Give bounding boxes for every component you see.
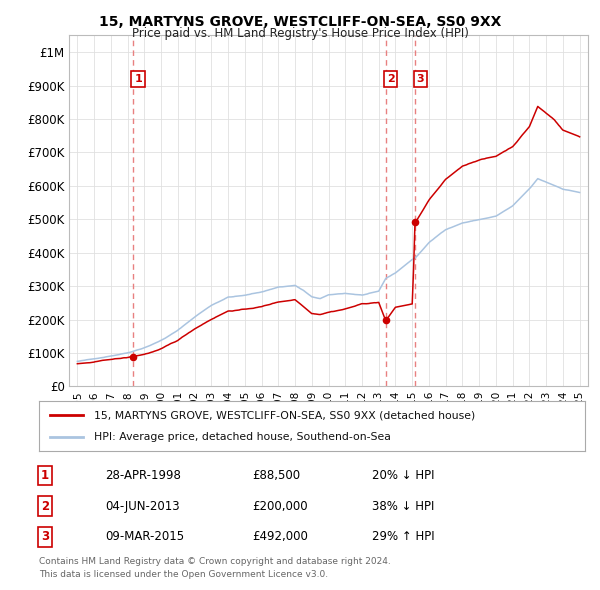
Text: This data is licensed under the Open Government Licence v3.0.: This data is licensed under the Open Gov…: [39, 571, 328, 579]
Text: £200,000: £200,000: [252, 500, 308, 513]
Text: 3: 3: [416, 74, 424, 84]
Text: 1: 1: [134, 74, 142, 84]
Text: 2: 2: [41, 500, 49, 513]
Text: 38% ↓ HPI: 38% ↓ HPI: [372, 500, 434, 513]
Text: £88,500: £88,500: [252, 469, 300, 482]
Text: 2: 2: [387, 74, 395, 84]
Text: 09-MAR-2015: 09-MAR-2015: [105, 530, 184, 543]
Text: 20% ↓ HPI: 20% ↓ HPI: [372, 469, 434, 482]
Text: £492,000: £492,000: [252, 530, 308, 543]
Text: 15, MARTYNS GROVE, WESTCLIFF-ON-SEA, SS0 9XX: 15, MARTYNS GROVE, WESTCLIFF-ON-SEA, SS0…: [99, 15, 501, 29]
Text: Contains HM Land Registry data © Crown copyright and database right 2024.: Contains HM Land Registry data © Crown c…: [39, 558, 391, 566]
Text: HPI: Average price, detached house, Southend-on-Sea: HPI: Average price, detached house, Sout…: [94, 432, 391, 442]
Text: 1: 1: [41, 469, 49, 482]
Text: 28-APR-1998: 28-APR-1998: [105, 469, 181, 482]
Text: 29% ↑ HPI: 29% ↑ HPI: [372, 530, 434, 543]
Text: 04-JUN-2013: 04-JUN-2013: [105, 500, 179, 513]
Text: Price paid vs. HM Land Registry's House Price Index (HPI): Price paid vs. HM Land Registry's House …: [131, 27, 469, 40]
Text: 15, MARTYNS GROVE, WESTCLIFF-ON-SEA, SS0 9XX (detached house): 15, MARTYNS GROVE, WESTCLIFF-ON-SEA, SS0…: [94, 410, 475, 420]
Text: 3: 3: [41, 530, 49, 543]
